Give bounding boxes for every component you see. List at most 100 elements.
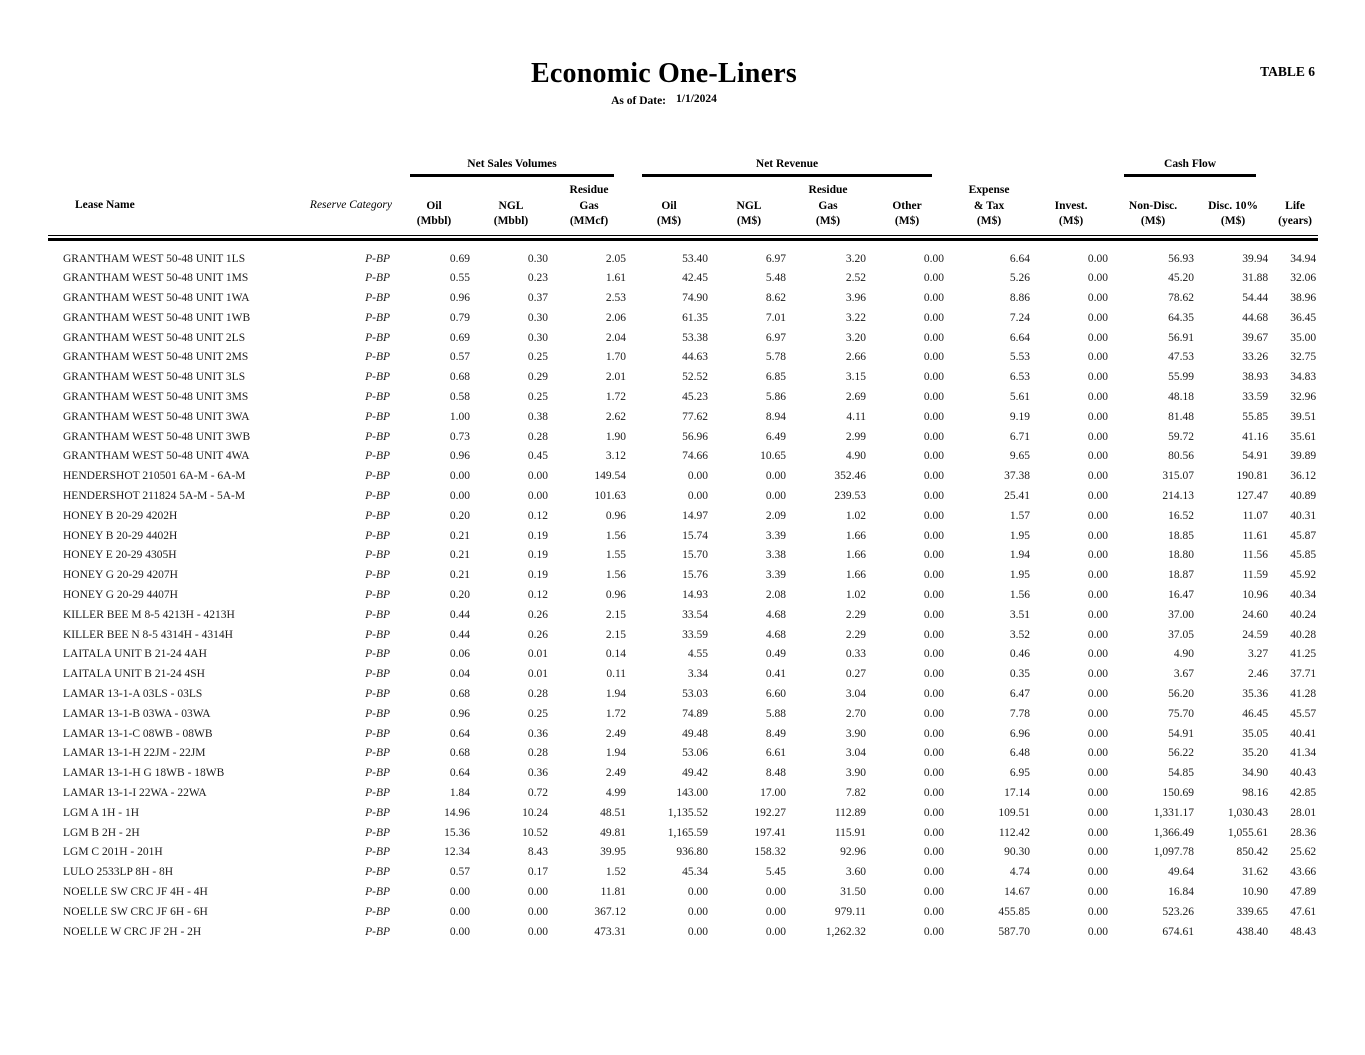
cell-expense-tax-ms: 587.70 bbox=[998, 925, 1031, 938]
cell-oil-mbbl: 0.58 bbox=[449, 391, 470, 404]
cell-reserve-category: P-BP bbox=[365, 252, 390, 265]
cell-ngl-ms: 5.78 bbox=[765, 351, 787, 364]
cell-residue-gas-ms: 1.02 bbox=[845, 589, 867, 602]
table-row: HONEY G 20-29 4207H P-BP 0.21 0.19 1.56 … bbox=[48, 566, 1318, 586]
cell-lease-name: GRANTHAM WEST 50-48 UNIT 3LS bbox=[63, 371, 246, 384]
cell-expense-tax-ms: 9.65 bbox=[1009, 450, 1031, 463]
cell-oil-ms: 53.03 bbox=[682, 688, 709, 701]
cell-invest-ms: 0.00 bbox=[1087, 371, 1109, 384]
cell-residue-gas-mmcf: 48.51 bbox=[600, 806, 627, 819]
group-underline bbox=[642, 174, 933, 177]
cell-oil-ms: 45.34 bbox=[682, 866, 709, 879]
cell-oil-mbbl: 0.96 bbox=[449, 450, 470, 463]
group-header-net-revenue: Net Revenue bbox=[628, 158, 946, 177]
cell-lease-name: LAITALA UNIT B 21-24 4SH bbox=[63, 668, 205, 681]
group-underline bbox=[1124, 174, 1257, 177]
cell-residue-gas-mmcf: 1.72 bbox=[605, 707, 627, 720]
cell-oil-mbbl: 0.20 bbox=[449, 509, 470, 522]
cell-disc-10-ms: 850.42 bbox=[1236, 846, 1269, 859]
table-row: LAMAR 13-1-B 03WA - 03WA P-BP 0.96 0.25 … bbox=[48, 705, 1318, 725]
cell-residue-gas-mmcf: 49.81 bbox=[600, 826, 627, 839]
cell-expense-tax-ms: 17.14 bbox=[1004, 787, 1031, 800]
cell-other-ms: 0.00 bbox=[923, 826, 945, 839]
table-row: NOELLE SW CRC JF 4H - 4H P-BP 0.00 0.00 … bbox=[48, 883, 1318, 903]
table-row: LAMAR 13-1-I 22WA - 22WA P-BP 1.84 0.72 … bbox=[48, 784, 1318, 804]
cell-oil-mbbl: 0.64 bbox=[449, 727, 470, 740]
cell-residue-gas-ms: 31.50 bbox=[840, 886, 867, 898]
cell-residue-gas-ms: 4.11 bbox=[846, 410, 867, 423]
cell-other-ms: 0.00 bbox=[923, 529, 945, 542]
table-row: LGM A 1H - 1H P-BP 14.96 10.24 48.51 1,1… bbox=[48, 804, 1318, 824]
cell-non-disc-ms: 59.72 bbox=[1168, 430, 1195, 443]
cell-residue-gas-ms: 92.96 bbox=[840, 846, 867, 859]
table-row: GRANTHAM WEST 50-48 UNIT 1WB P-BP 0.79 0… bbox=[48, 309, 1318, 329]
cell-disc-10-ms: 11.59 bbox=[1242, 569, 1269, 582]
cell-ngl-ms: 0.00 bbox=[765, 490, 787, 503]
cell-residue-gas-mmcf: 1.56 bbox=[605, 569, 627, 582]
table-row: HENDERSHOT 211824 5A-M - 5A-M P-BP 0.00 … bbox=[48, 487, 1318, 507]
cell-expense-tax-ms: 7.78 bbox=[1009, 707, 1031, 720]
cell-oil-mbbl: 0.21 bbox=[449, 549, 470, 562]
cell-expense-tax-ms: 4.74 bbox=[1009, 866, 1031, 879]
cell-oil-ms: 61.35 bbox=[682, 311, 709, 324]
cell-residue-gas-ms: 3.20 bbox=[845, 252, 867, 265]
cell-invest-ms: 0.00 bbox=[1087, 866, 1109, 879]
title-block: Economic One-Liners As of Date: 1/1/2024 bbox=[48, 58, 1280, 107]
header-double-rule bbox=[48, 234, 1319, 241]
cell-ngl-ms: 5.86 bbox=[765, 391, 787, 404]
cell-invest-ms: 0.00 bbox=[1087, 569, 1109, 582]
cell-residue-gas-ms: 2.29 bbox=[845, 608, 867, 621]
cell-expense-tax-ms: 455.85 bbox=[998, 905, 1031, 918]
cell-non-disc-ms: 81.48 bbox=[1168, 410, 1195, 423]
cell-non-disc-ms: 315.07 bbox=[1162, 470, 1195, 483]
cell-life-years: 36.12 bbox=[1290, 470, 1317, 483]
cell-disc-10-ms: 24.59 bbox=[1242, 628, 1269, 641]
cell-invest-ms: 0.00 bbox=[1087, 311, 1109, 324]
cell-ngl-ms: 4.68 bbox=[765, 628, 787, 641]
cell-reserve-category: P-BP bbox=[365, 470, 390, 483]
cell-ngl-ms: 0.00 bbox=[765, 925, 787, 938]
cell-residue-gas-mmcf: 3.12 bbox=[605, 450, 627, 463]
cell-residue-gas-ms: 2.66 bbox=[845, 351, 867, 364]
column-header-lease-name: Lease Name bbox=[75, 199, 135, 211]
cell-other-ms: 0.00 bbox=[923, 846, 945, 859]
cell-ngl-ms: 8.62 bbox=[765, 292, 787, 305]
cell-residue-gas-mmcf: 1.70 bbox=[605, 351, 627, 364]
cell-ngl-mbbl: 0.12 bbox=[527, 589, 548, 602]
table-row: HONEY G 20-29 4407H P-BP 0.20 0.12 0.96 … bbox=[48, 586, 1318, 606]
cell-residue-gas-ms: 7.82 bbox=[845, 787, 867, 800]
cell-disc-10-ms: 35.20 bbox=[1242, 747, 1269, 760]
table-row: GRANTHAM WEST 50-48 UNIT 3WB P-BP 0.73 0… bbox=[48, 428, 1318, 448]
cell-oil-ms: 0.00 bbox=[687, 925, 709, 938]
table-row: LAITALA UNIT B 21-24 4AH P-BP 0.06 0.01 … bbox=[48, 645, 1318, 665]
cell-residue-gas-ms: 3.96 bbox=[845, 292, 867, 305]
cell-life-years: 25.62 bbox=[1290, 846, 1317, 859]
cell-life-years: 36.45 bbox=[1290, 311, 1317, 324]
cell-oil-mbbl: 15.36 bbox=[444, 826, 470, 839]
cell-reserve-category: P-BP bbox=[365, 707, 390, 720]
cell-invest-ms: 0.00 bbox=[1087, 727, 1109, 740]
as-of-date-label: As of Date: bbox=[611, 95, 667, 107]
cell-disc-10-ms: 127.47 bbox=[1236, 490, 1269, 503]
cell-reserve-category: P-BP bbox=[365, 410, 390, 423]
cell-oil-mbbl: 0.20 bbox=[449, 589, 470, 602]
cell-oil-ms: 53.38 bbox=[682, 331, 709, 344]
cell-ngl-mbbl: 0.00 bbox=[527, 925, 548, 938]
cell-oil-mbbl: 0.79 bbox=[449, 311, 470, 324]
cell-non-disc-ms: 214.13 bbox=[1162, 490, 1195, 503]
group-header-cash-flow: Cash Flow bbox=[1110, 158, 1270, 177]
cell-lease-name: HENDERSHOT 211824 5A-M - 5A-M bbox=[63, 490, 246, 503]
cell-invest-ms: 0.00 bbox=[1087, 787, 1109, 800]
cell-ngl-mbbl: 0.30 bbox=[527, 311, 548, 324]
cell-residue-gas-ms: 2.52 bbox=[845, 272, 867, 285]
cell-oil-ms: 44.63 bbox=[682, 351, 709, 364]
cell-oil-ms: 49.42 bbox=[682, 767, 709, 780]
cell-reserve-category: P-BP bbox=[365, 826, 390, 839]
table-row: LAMAR 13-1-A 03LS - 03LS P-BP 0.68 0.28 … bbox=[48, 685, 1318, 705]
cell-invest-ms: 0.00 bbox=[1087, 747, 1109, 760]
cell-disc-10-ms: 54.44 bbox=[1242, 292, 1269, 305]
cell-oil-ms: 15.74 bbox=[682, 529, 709, 542]
cell-ngl-ms: 0.00 bbox=[765, 470, 787, 483]
cell-life-years: 42.85 bbox=[1290, 787, 1317, 800]
cell-ngl-mbbl: 0.00 bbox=[527, 886, 548, 898]
